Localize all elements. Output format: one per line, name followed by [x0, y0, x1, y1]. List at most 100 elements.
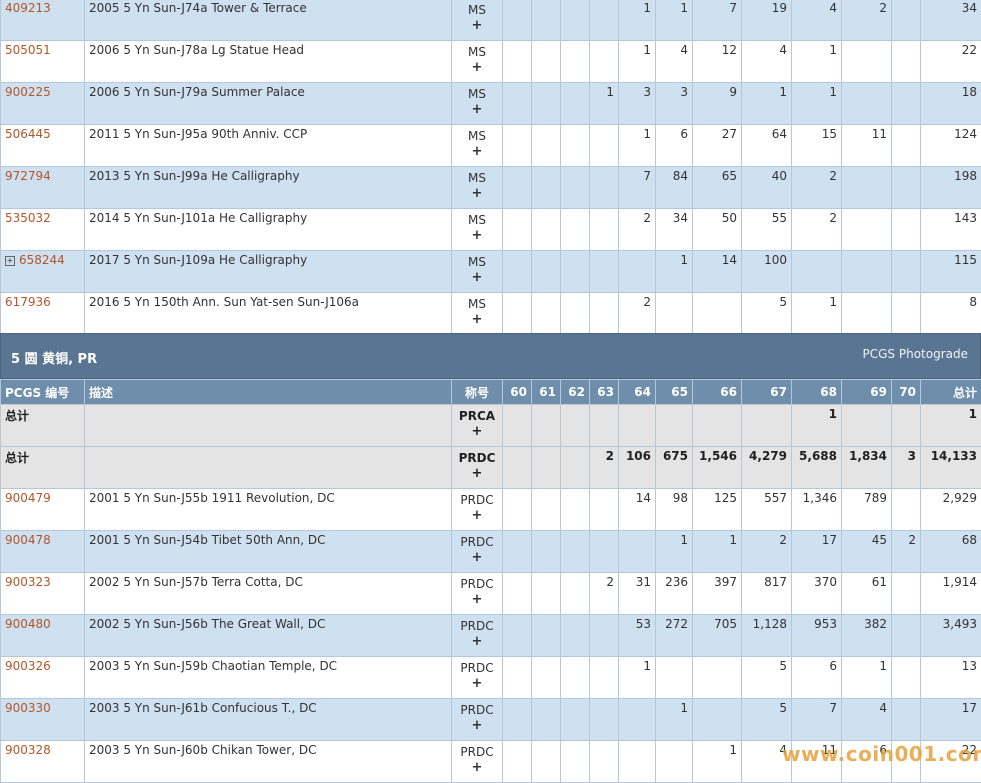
photograde-link[interactable]: PCGS Photograde [863, 347, 968, 361]
pcgs-number-cell[interactable]: 506445 [1, 125, 85, 167]
header-grade-64[interactable]: 64 [619, 380, 656, 405]
grade-count-cell [590, 167, 619, 209]
header-grade-67[interactable]: 67 [742, 380, 792, 405]
grade-count-cell [693, 293, 742, 335]
pcgs-number-link[interactable]: 900480 [5, 617, 51, 631]
pcgs-number-link[interactable]: 506445 [5, 127, 51, 141]
plus-grade-toggle[interactable]: + [456, 761, 498, 775]
plus-grade-toggle[interactable]: + [456, 61, 498, 75]
pcgs-number-cell[interactable]: 900225 [1, 83, 85, 125]
grade-count-cell: 3 [619, 83, 656, 125]
plus-grade-toggle[interactable]: + [456, 509, 498, 523]
pcgs-number-cell[interactable]: 900323 [1, 573, 85, 615]
header-pcgs-number[interactable]: PCGS 编号 [1, 380, 85, 405]
grade-count-cell [842, 41, 892, 83]
pcgs-number-cell[interactable]: 900326 [1, 657, 85, 699]
grade-count-cell [532, 41, 561, 83]
grade-count-cell: 6 [792, 657, 842, 699]
header-grade-63[interactable]: 63 [590, 380, 619, 405]
plus-grade-toggle[interactable]: + [456, 635, 498, 649]
header-description[interactable]: 描述 [85, 380, 452, 405]
header-grade-69[interactable]: 69 [842, 380, 892, 405]
pcgs-number-link[interactable]: 535032 [5, 211, 51, 225]
grade-count-cell: 953 [792, 615, 842, 657]
pcgs-number-link[interactable]: 900326 [5, 659, 51, 673]
designation-label: PRDC [459, 451, 496, 465]
designation-label: PRDC [460, 745, 493, 759]
pcgs-number-link[interactable]: 900330 [5, 701, 51, 715]
pcgs-number-cell[interactable]: 900479 [1, 489, 85, 531]
plus-grade-toggle[interactable]: + [456, 467, 498, 481]
grade-count-cell: 5 [742, 293, 792, 335]
grade-count-cell [503, 615, 532, 657]
grade-count-cell [892, 209, 921, 251]
pcgs-number-link[interactable]: 900225 [5, 85, 51, 99]
designation-label: PRDC [460, 577, 493, 591]
designation-cell: PRDC+ [452, 657, 503, 699]
header-grade-61[interactable]: 61 [532, 380, 561, 405]
grade-count-cell: 64 [742, 125, 792, 167]
header-designation[interactable]: 称号 [452, 380, 503, 405]
plus-grade-toggle[interactable]: + [456, 719, 498, 733]
description-cell: 2013 5 Yn Sun-J99a He Calligraphy [85, 167, 452, 209]
header-grade-66[interactable]: 66 [693, 380, 742, 405]
grade-count-cell [561, 699, 590, 741]
pcgs-number-link[interactable]: 972794 [5, 169, 51, 183]
pcgs-number-link[interactable]: 505051 [5, 43, 51, 57]
plus-grade-toggle[interactable]: + [456, 19, 498, 33]
expand-icon[interactable]: + [5, 256, 15, 266]
pcgs-number-cell[interactable]: 409213 [1, 0, 85, 41]
pcgs-number-link[interactable]: 900479 [5, 491, 51, 505]
designation-label: MS [468, 3, 486, 17]
pcgs-number-link[interactable]: 409213 [5, 1, 51, 15]
plus-grade-toggle[interactable]: + [456, 593, 498, 607]
header-total[interactable]: 总计 [921, 380, 981, 405]
pcgs-number-link[interactable]: 900478 [5, 533, 51, 547]
plus-grade-toggle[interactable]: + [456, 103, 498, 117]
total-count-cell: 22 [921, 41, 981, 83]
pcgs-number-cell[interactable]: 900480 [1, 615, 85, 657]
section-title: 5 圆 黄铜, PR [11, 348, 97, 367]
plus-grade-toggle[interactable]: + [456, 271, 498, 285]
designation-label: PRDC [460, 703, 493, 717]
grade-count-cell [532, 447, 561, 489]
pcgs-number-link[interactable]: 658244 [19, 253, 65, 267]
pcgs-number-link[interactable]: 617936 [5, 295, 51, 309]
plus-grade-toggle[interactable]: + [456, 425, 498, 439]
pcgs-number-cell[interactable]: 972794 [1, 167, 85, 209]
designation-label: MS [468, 87, 486, 101]
grade-count-cell [532, 0, 561, 41]
pcgs-number-cell[interactable]: 617936 [1, 293, 85, 335]
grade-count-cell [619, 405, 656, 447]
grade-count-cell [561, 615, 590, 657]
plus-grade-toggle[interactable]: + [456, 187, 498, 201]
plus-grade-toggle[interactable]: + [456, 313, 498, 327]
description-cell: 2001 5 Yn Sun-J55b 1911 Revolution, DC [85, 489, 452, 531]
grade-count-cell [590, 489, 619, 531]
plus-grade-toggle[interactable]: + [456, 551, 498, 565]
header-grade-60[interactable]: 60 [503, 380, 532, 405]
header-grade-68[interactable]: 68 [792, 380, 842, 405]
header-grade-70[interactable]: 70 [892, 380, 921, 405]
pcgs-number-cell[interactable]: +658244 [1, 251, 85, 293]
plus-grade-toggle[interactable]: + [456, 229, 498, 243]
grade-count-cell [561, 657, 590, 699]
pcgs-number-cell[interactable]: 505051 [1, 41, 85, 83]
pcgs-number-cell[interactable]: 900330 [1, 699, 85, 741]
pcgs-number-cell[interactable]: 900478 [1, 531, 85, 573]
header-grade-62[interactable]: 62 [561, 380, 590, 405]
header-grade-65[interactable]: 65 [656, 380, 693, 405]
grade-count-cell: 19 [742, 0, 792, 41]
plus-grade-toggle[interactable]: + [456, 145, 498, 159]
plus-grade-toggle[interactable]: + [456, 677, 498, 691]
pcgs-number-link[interactable]: 900328 [5, 743, 51, 757]
pcgs-number-link[interactable]: 900323 [5, 575, 51, 589]
pcgs-number-cell[interactable]: 535032 [1, 209, 85, 251]
grade-count-cell [503, 573, 532, 615]
grade-count-cell [503, 699, 532, 741]
pcgs-number-cell[interactable]: 900328 [1, 741, 85, 783]
